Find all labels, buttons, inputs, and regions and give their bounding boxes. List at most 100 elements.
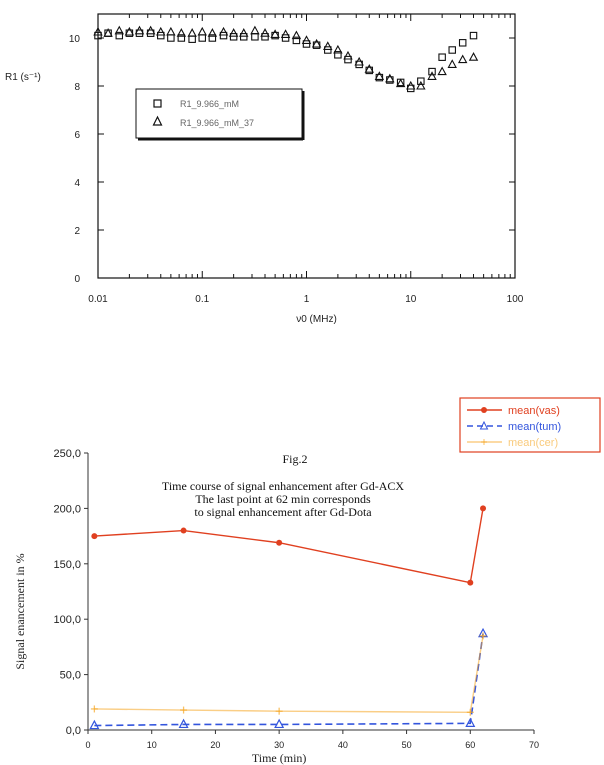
triangle-point xyxy=(93,26,103,36)
series-point xyxy=(274,718,285,729)
legend-label: mean(tum) xyxy=(508,421,561,433)
triangle-point xyxy=(333,44,343,54)
legend-marker xyxy=(481,407,487,413)
x-tick-label: 40 xyxy=(338,740,348,750)
square-point xyxy=(324,46,332,54)
series-point xyxy=(480,505,487,512)
square-point xyxy=(438,53,446,61)
y-tick-label: 100,0 xyxy=(53,614,81,626)
triangle-point xyxy=(301,35,312,44)
square-point xyxy=(458,39,467,47)
series-point xyxy=(178,718,189,729)
y-tick-label: 8 xyxy=(74,82,80,93)
square-point xyxy=(261,33,269,41)
triangle-point xyxy=(270,29,280,38)
series-line xyxy=(94,633,484,727)
legend-label: R1_9.966_mM xyxy=(180,99,239,109)
chart-subtitle-line: to signal enhancement after Gd-Dota xyxy=(194,505,372,519)
square-point xyxy=(417,77,425,85)
triangle-point xyxy=(176,28,187,37)
series-point xyxy=(180,527,187,534)
y-tick-label: 250,0 xyxy=(53,448,81,460)
series-point xyxy=(465,717,476,727)
triangle-point xyxy=(364,64,374,73)
triangle-point xyxy=(207,28,218,37)
x-tick-label: 100 xyxy=(507,294,524,305)
x-tick-label: 0.01 xyxy=(88,294,108,305)
triangle-point xyxy=(260,28,270,37)
y-tick-label: 50,0 xyxy=(60,670,81,682)
legend: mean(vas) mean(tum) mean(cer) xyxy=(459,397,601,453)
y-tick-label: 6 xyxy=(74,130,80,141)
square-point xyxy=(344,55,352,64)
chart-subtitle-line: The last point at 62 min corresponds xyxy=(195,492,371,506)
triangle-point xyxy=(457,54,468,64)
signal-enhancement-chart: 0,0 50,0 100,0 150,0 200,0 250,0 0 10 20 30 40 50 60… xyxy=(13,397,601,765)
y-axis-label: R1 (s⁻¹) xyxy=(5,72,41,83)
legend-label: R1_9.966_mM_37 xyxy=(180,118,254,128)
y-tick-label: 150,0 xyxy=(53,559,81,571)
triangle-point xyxy=(427,71,437,80)
square-point xyxy=(188,35,196,43)
series-point xyxy=(467,579,474,586)
triangle-point xyxy=(250,25,260,35)
series-line xyxy=(94,635,484,713)
square-point xyxy=(167,34,175,42)
x-tick-label: 60 xyxy=(465,740,475,750)
square-point xyxy=(94,31,102,40)
triangle-point xyxy=(385,73,395,83)
legend-marker xyxy=(481,439,487,445)
triangle-point xyxy=(354,56,364,66)
legend-label: mean(vas) xyxy=(508,405,560,417)
y-axis-label: Signal enancement in % xyxy=(13,553,27,669)
x-tick-label: 50 xyxy=(402,740,412,750)
y-tick-label: 2 xyxy=(74,226,80,237)
square-point xyxy=(115,31,124,40)
y-tick-label: 200,0 xyxy=(53,503,81,515)
x-tick-label: 20 xyxy=(210,740,220,750)
triangle-point xyxy=(323,41,333,50)
x-tick-label: 0.1 xyxy=(195,294,209,305)
triangle-point xyxy=(134,25,145,35)
square-point xyxy=(281,34,290,42)
triangle-point xyxy=(103,28,113,37)
relaxation-chart: 0 2 4 6 8 10 0.01 0.1 1 10 100 R1 (s⁻¹) ν0 (MHz) R1_9… xyxy=(5,13,524,325)
triangle-point xyxy=(416,80,426,90)
legend: R1_9.966_mM R1_9.966_mM_37 xyxy=(135,88,305,141)
triangle-point xyxy=(166,26,176,36)
square-point xyxy=(469,31,478,40)
legend-marker xyxy=(479,420,489,430)
series-point xyxy=(276,539,283,546)
triangle-point xyxy=(311,38,322,48)
legend-triangle-marker xyxy=(152,115,163,126)
legend-label: mean(cer) xyxy=(508,437,558,449)
x-axis-label: Time (min) xyxy=(252,751,307,765)
square-point xyxy=(292,36,301,45)
series-line xyxy=(94,508,484,584)
triangle-point xyxy=(124,26,135,36)
square-point xyxy=(208,34,217,42)
series-point xyxy=(275,707,283,715)
legend-box xyxy=(459,397,601,453)
square-point xyxy=(428,67,436,76)
legend-box xyxy=(135,88,303,139)
triangle-point xyxy=(447,59,457,68)
y-tick-label: 4 xyxy=(74,178,80,189)
triangle-point xyxy=(437,66,447,76)
series-point xyxy=(90,705,98,713)
square-point xyxy=(157,31,165,40)
triangle-point xyxy=(239,28,249,37)
series-point xyxy=(91,533,98,540)
x-tick-label: 10 xyxy=(405,294,417,305)
series-point xyxy=(180,706,188,714)
triangle-point xyxy=(291,30,302,40)
series-point xyxy=(466,708,474,716)
series-point xyxy=(479,632,487,640)
legend-square-marker xyxy=(153,99,162,108)
triangle-point xyxy=(468,52,479,61)
triangle-point xyxy=(156,26,166,36)
triangle-point xyxy=(395,78,406,88)
square-point xyxy=(229,33,238,41)
triangle-point xyxy=(187,28,197,37)
triangle-point xyxy=(280,29,291,38)
